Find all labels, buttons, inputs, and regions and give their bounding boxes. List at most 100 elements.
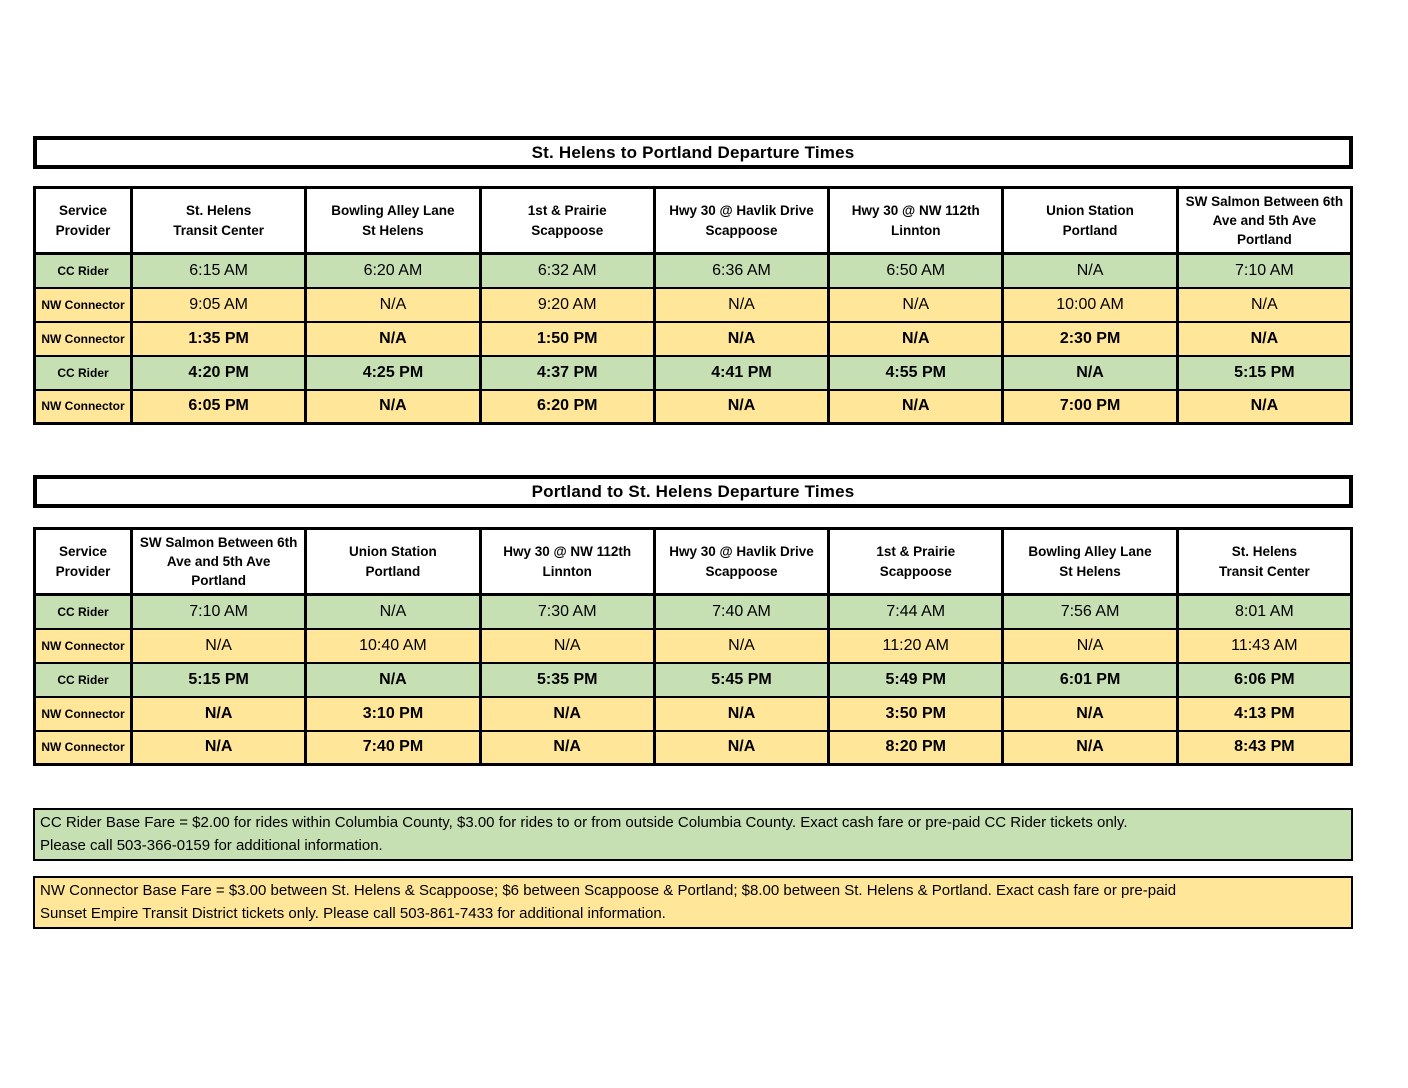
departure-time-cell: N/A: [478, 695, 656, 732]
departure-time-cell: N/A: [304, 320, 482, 357]
departure-time-cell: 11:43 AM: [1175, 627, 1354, 664]
departure-time-cell: 6:05 PM: [129, 388, 308, 425]
st-helens-to-portland-title: St. Helens to Portland Departure Times: [33, 136, 1353, 169]
service-provider-cell: NW Connector: [33, 388, 133, 425]
stop-column-header: St. Helens Transit Center: [129, 186, 308, 255]
departure-time-cell: 5:49 PM: [827, 661, 1005, 698]
departure-time-cell: 8:01 AM: [1175, 593, 1354, 630]
service-provider-cell: CC Rider: [33, 252, 133, 289]
departure-time-cell: 4:25 PM: [304, 354, 482, 391]
departure-time-cell: N/A: [129, 695, 308, 732]
schedule-row: CC Rider 5:15 PM N/A 5:35 PM 5:45 PM 5:49 PM 6…: [33, 661, 1354, 698]
stop-column-header: Bowling Alley Lane St Helens: [304, 186, 482, 255]
service-provider-cell: NW Connector: [33, 695, 133, 732]
stop-column-header: Hwy 30 @ NW 112th Linnton: [827, 186, 1005, 255]
departure-time-cell: 6:20 PM: [478, 388, 656, 425]
departure-time-cell: N/A: [827, 320, 1005, 357]
departure-time-cell: N/A: [827, 286, 1005, 323]
departure-time-cell: 5:45 PM: [652, 661, 831, 698]
departure-time-cell: 6:32 AM: [478, 252, 656, 289]
departure-time-cell: 4:37 PM: [478, 354, 656, 391]
departure-time-cell: 7:30 AM: [478, 593, 656, 630]
schedule-header-row: Service Provider St. Helens Transit Cente…: [33, 186, 1354, 255]
departure-time-cell: N/A: [478, 729, 656, 766]
departure-time-cell: N/A: [1001, 252, 1179, 289]
service-provider-cell: CC Rider: [33, 661, 133, 698]
departure-time-cell: N/A: [652, 388, 831, 425]
departure-time-cell: 3:50 PM: [827, 695, 1005, 732]
departure-time-cell: 7:00 PM: [1001, 388, 1179, 425]
nw-connector-fare-note: NW Connector Base Fare = $3.00 between S…: [33, 876, 1353, 929]
schedule-row: NW Connector 1:35 PM N/A 1:50 PM N/A N/A 2:30 …: [33, 320, 1354, 357]
service-provider-cell: CC Rider: [33, 593, 133, 630]
departure-time-cell: N/A: [652, 729, 831, 766]
departure-time-cell: 4:20 PM: [129, 354, 308, 391]
departure-time-cell: 6:50 AM: [827, 252, 1005, 289]
departure-time-cell: N/A: [1175, 388, 1354, 425]
departure-time-cell: 4:41 PM: [652, 354, 831, 391]
schedule-row: NW Connector N/A 10:40 AM N/A N/A 11:20 AM N/A…: [33, 627, 1354, 664]
schedule-row: NW Connector 9:05 AM N/A 9:20 AM N/A N/A 10:00…: [33, 286, 1354, 323]
departure-time-cell: 1:50 PM: [478, 320, 656, 357]
departure-time-cell: 5:15 PM: [1175, 354, 1354, 391]
departure-time-cell: 6:15 AM: [129, 252, 308, 289]
departure-time-cell: 10:40 AM: [304, 627, 482, 664]
schedule-row: CC Rider 7:10 AM N/A 7:30 AM 7:40 AM 7:44 AM 7…: [33, 593, 1354, 630]
departure-time-cell: 9:20 AM: [478, 286, 656, 323]
service-provider-column-header: Service Provider: [33, 527, 133, 596]
departure-time-cell: 5:15 PM: [129, 661, 308, 698]
schedule-row: CC Rider 4:20 PM 4:25 PM 4:37 PM 4:41 PM 4:55…: [33, 354, 1354, 391]
departure-time-cell: 6:06 PM: [1175, 661, 1354, 698]
schedule-row: NW Connector 6:05 PM N/A 6:20 PM N/A N/A 7:00 …: [33, 388, 1354, 425]
departure-time-cell: 7:10 AM: [1175, 252, 1354, 289]
st-helens-to-portland-schedule-table: Service Provider St. Helens Transit Cente…: [33, 186, 1354, 425]
stop-column-header: SW Salmon Between 6th Ave and 5th Ave Po…: [1175, 186, 1354, 255]
departure-time-cell: N/A: [1001, 729, 1179, 766]
stop-column-header: SW Salmon Between 6th Ave and 5th Ave Po…: [129, 527, 308, 596]
departure-time-cell: 3:10 PM: [304, 695, 482, 732]
departure-time-cell: 7:40 PM: [304, 729, 482, 766]
departure-time-cell: 9:05 AM: [129, 286, 308, 323]
stop-column-header: 1st & Prairie Scappoose: [827, 527, 1005, 596]
departure-time-cell: N/A: [652, 320, 831, 357]
stop-column-header: 1st & Prairie Scappoose: [478, 186, 656, 255]
departure-time-cell: N/A: [129, 627, 308, 664]
departure-time-cell: 7:44 AM: [827, 593, 1005, 630]
departure-time-cell: 7:10 AM: [129, 593, 308, 630]
departure-time-cell: N/A: [1001, 354, 1179, 391]
departure-time-cell: 6:20 AM: [304, 252, 482, 289]
departure-time-cell: 7:40 AM: [652, 593, 831, 630]
departure-time-cell: 10:00 AM: [1001, 286, 1179, 323]
schedule-row: NW Connector N/A 3:10 PM N/A N/A 3:50 PM N/A 4:…: [33, 695, 1354, 732]
departure-time-cell: 6:36 AM: [652, 252, 831, 289]
cc-rider-fare-note: CC Rider Base Fare = $2.00 for rides wit…: [33, 808, 1353, 861]
departure-time-cell: N/A: [304, 388, 482, 425]
departure-time-cell: 7:56 AM: [1001, 593, 1179, 630]
stop-column-header: Union Station Portland: [1001, 186, 1179, 255]
departure-time-cell: N/A: [478, 627, 656, 664]
service-provider-cell: CC Rider: [33, 354, 133, 391]
departure-time-cell: N/A: [1175, 286, 1354, 323]
departure-time-cell: N/A: [1001, 627, 1179, 664]
service-provider-column-header: Service Provider: [33, 186, 133, 255]
stop-column-header: Hwy 30 @ Havlik Drive Scappoose: [652, 527, 831, 596]
departure-time-cell: N/A: [652, 627, 831, 664]
departure-time-cell: 4:55 PM: [827, 354, 1005, 391]
schedule-header-row: Service Provider SW Salmon Between 6th Av…: [33, 527, 1354, 596]
departure-time-cell: N/A: [652, 286, 831, 323]
stop-column-header: Bowling Alley Lane St Helens: [1001, 527, 1179, 596]
portland-to-st-helens-title: Portland to St. Helens Departure Times: [33, 475, 1353, 508]
stop-column-header: St. Helens Transit Center: [1175, 527, 1354, 596]
departure-time-cell: 4:13 PM: [1175, 695, 1354, 732]
departure-time-cell: N/A: [304, 593, 482, 630]
portland-to-st-helens-schedule-table: Service Provider SW Salmon Between 6th Av…: [33, 527, 1354, 766]
departure-time-cell: 5:35 PM: [478, 661, 656, 698]
departure-time-cell: N/A: [304, 661, 482, 698]
departure-time-cell: N/A: [1001, 695, 1179, 732]
stop-column-header: Union Station Portland: [304, 527, 482, 596]
departure-time-cell: 1:35 PM: [129, 320, 308, 357]
schedule-row: NW Connector N/A 7:40 PM N/A N/A 8:20 PM N/A 8:…: [33, 729, 1354, 766]
departure-time-cell: 8:20 PM: [827, 729, 1005, 766]
departure-time-cell: N/A: [652, 695, 831, 732]
service-provider-cell: NW Connector: [33, 627, 133, 664]
